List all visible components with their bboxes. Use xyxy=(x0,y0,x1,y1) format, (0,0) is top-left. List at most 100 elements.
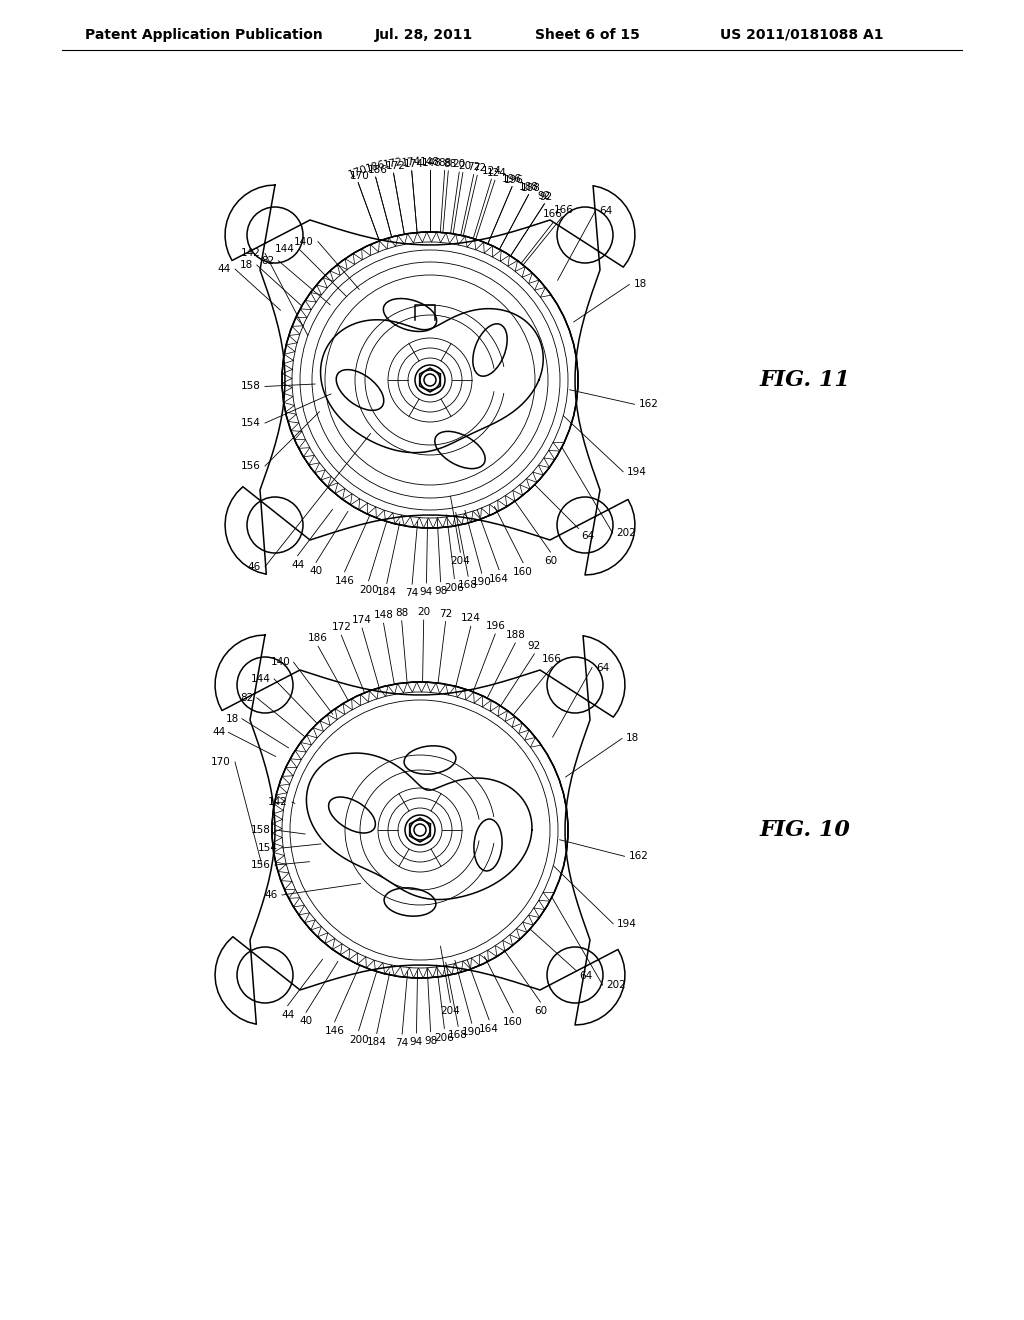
Text: 72: 72 xyxy=(473,164,485,173)
Text: 164: 164 xyxy=(489,574,509,583)
Text: 186: 186 xyxy=(365,160,386,174)
Text: 72: 72 xyxy=(439,609,453,619)
Text: 186: 186 xyxy=(308,634,328,643)
Text: 166: 166 xyxy=(554,205,574,215)
Text: 156: 156 xyxy=(251,861,271,870)
Text: 60: 60 xyxy=(544,556,557,566)
Text: 148: 148 xyxy=(374,610,393,620)
Text: 20: 20 xyxy=(453,158,466,169)
Text: 146: 146 xyxy=(325,1026,344,1036)
Text: 170: 170 xyxy=(211,756,231,767)
Text: 88: 88 xyxy=(438,157,452,168)
Text: 142: 142 xyxy=(268,797,288,807)
Text: 204: 204 xyxy=(440,1006,460,1016)
Text: 64: 64 xyxy=(599,206,612,215)
Text: 40: 40 xyxy=(299,1016,312,1027)
Text: 196: 196 xyxy=(504,174,524,185)
Text: 154: 154 xyxy=(258,843,278,853)
Text: 174: 174 xyxy=(352,615,372,626)
Text: 88: 88 xyxy=(395,607,409,618)
Text: 188: 188 xyxy=(506,630,525,640)
Text: 140: 140 xyxy=(294,236,314,247)
Text: 82: 82 xyxy=(241,693,254,702)
Text: 196: 196 xyxy=(485,620,505,631)
Text: Sheet 6 of 15: Sheet 6 of 15 xyxy=(535,28,640,42)
Text: 64: 64 xyxy=(596,663,609,673)
Text: 20: 20 xyxy=(417,607,430,616)
Text: 74: 74 xyxy=(406,589,419,598)
Text: 146: 146 xyxy=(335,576,354,586)
Text: 94: 94 xyxy=(410,1038,423,1047)
Text: 94: 94 xyxy=(420,587,433,597)
Text: 98: 98 xyxy=(434,586,447,595)
Text: 124: 124 xyxy=(461,614,480,623)
Text: 170: 170 xyxy=(350,170,370,181)
Text: 72: 72 xyxy=(467,161,480,172)
Text: FIG. 10: FIG. 10 xyxy=(760,818,851,841)
Text: 202: 202 xyxy=(606,979,627,990)
Text: FIG. 11: FIG. 11 xyxy=(760,370,851,391)
Text: 18: 18 xyxy=(225,714,239,723)
Text: 162: 162 xyxy=(639,400,658,409)
Text: 190: 190 xyxy=(472,577,492,587)
Text: 74: 74 xyxy=(395,1039,409,1048)
Text: 44: 44 xyxy=(212,727,225,738)
Text: 166: 166 xyxy=(543,653,562,664)
Text: 172: 172 xyxy=(383,157,404,170)
Text: 200: 200 xyxy=(358,585,379,595)
Text: 144: 144 xyxy=(275,244,295,255)
Text: 186: 186 xyxy=(368,165,388,176)
Text: 92: 92 xyxy=(540,191,553,202)
Text: 44: 44 xyxy=(281,1010,294,1019)
Text: 148: 148 xyxy=(420,157,440,168)
Text: 20: 20 xyxy=(459,161,471,170)
Text: 194: 194 xyxy=(617,919,637,929)
Text: 142: 142 xyxy=(241,248,261,259)
Text: 18: 18 xyxy=(240,260,253,271)
Text: 174: 174 xyxy=(403,158,424,169)
Text: 156: 156 xyxy=(241,461,261,471)
Text: 64: 64 xyxy=(582,532,595,541)
Text: 46: 46 xyxy=(248,562,261,572)
Text: 184: 184 xyxy=(377,587,396,598)
Text: 158: 158 xyxy=(241,381,261,392)
Text: US 2011/0181088 A1: US 2011/0181088 A1 xyxy=(720,28,884,42)
Text: 196: 196 xyxy=(502,174,522,183)
Text: 92: 92 xyxy=(527,642,541,651)
Text: 88: 88 xyxy=(443,158,457,169)
Text: Patent Application Publication: Patent Application Publication xyxy=(85,28,323,42)
Text: 168: 168 xyxy=(458,581,478,590)
Text: 174: 174 xyxy=(401,156,422,168)
Text: 166: 166 xyxy=(543,210,563,219)
Text: 200: 200 xyxy=(349,1035,369,1045)
Text: 40: 40 xyxy=(309,566,323,577)
Text: 158: 158 xyxy=(251,825,271,836)
Text: 202: 202 xyxy=(616,528,636,539)
Text: 194: 194 xyxy=(627,467,647,477)
Text: 46: 46 xyxy=(265,890,278,900)
Text: 188: 188 xyxy=(520,182,541,193)
Text: 206: 206 xyxy=(444,582,464,593)
Text: 140: 140 xyxy=(271,657,291,668)
Text: 144: 144 xyxy=(251,675,271,684)
Text: 124: 124 xyxy=(481,166,502,176)
Text: 206: 206 xyxy=(434,1032,455,1043)
Text: Jul. 28, 2011: Jul. 28, 2011 xyxy=(375,28,473,42)
Text: 64: 64 xyxy=(579,970,592,981)
Text: 168: 168 xyxy=(449,1031,468,1040)
Text: 18: 18 xyxy=(634,280,646,289)
Text: 60: 60 xyxy=(534,1006,547,1016)
Text: 18: 18 xyxy=(626,734,639,743)
Text: 162: 162 xyxy=(629,851,648,862)
Text: 172: 172 xyxy=(332,622,351,632)
Text: 204: 204 xyxy=(451,556,470,566)
Text: 172: 172 xyxy=(386,161,406,172)
Text: 44: 44 xyxy=(218,264,231,275)
Text: 82: 82 xyxy=(261,256,274,265)
Text: 148: 148 xyxy=(422,158,442,168)
Text: 124: 124 xyxy=(487,168,507,178)
Text: 170: 170 xyxy=(347,164,370,180)
Text: 188: 188 xyxy=(518,182,539,191)
Text: 160: 160 xyxy=(513,566,532,577)
Text: 92: 92 xyxy=(538,191,551,201)
